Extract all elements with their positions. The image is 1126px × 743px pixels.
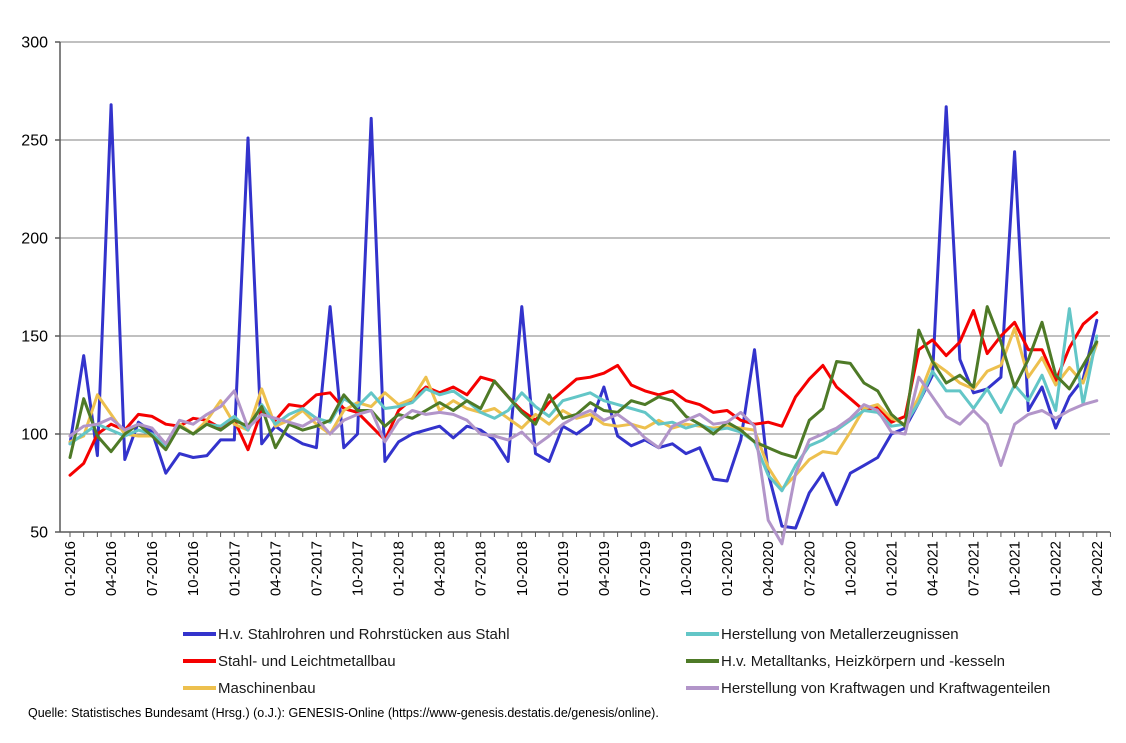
legend-label: Herstellung von Metallerzeugnissen: [721, 625, 959, 643]
x-tick-label: 01-2018: [391, 541, 408, 596]
legend-label: Stahl- und Leichtmetallbau: [218, 652, 396, 670]
x-tick-label: 10-2017: [349, 541, 366, 596]
x-tick-label: 07-2020: [801, 541, 818, 596]
x-tick-label: 07-2016: [144, 541, 161, 596]
legend-item-metalltanks: H.v. Metalltanks, Heizkörpern und -kesse…: [686, 651, 1050, 671]
legend-label: H.v. Metalltanks, Heizkörpern und -kesse…: [721, 652, 1006, 670]
series-swatch: [183, 659, 216, 663]
series-line-1: [68, 309, 1099, 477]
line-chart: 300 250 200 150 100 50 01-2016 04-2016 07-2016 10…: [21, 35, 1111, 596]
x-tick-label: 07-2019: [637, 541, 654, 596]
x-tick-label: 10-2020: [842, 541, 859, 596]
legend-label: Maschinenbau: [218, 679, 316, 697]
x-tick-label: 10-2021: [1007, 541, 1024, 596]
series-swatch: [686, 659, 719, 663]
x-tick-label: 04-2016: [103, 541, 120, 596]
x-tick-label: 07-2021: [966, 541, 983, 596]
y-tick-label: 150: [21, 329, 48, 346]
x-tick-label: 01-2021: [883, 541, 900, 596]
y-tick-label: 50: [30, 525, 48, 542]
x-tick-label: 07-2017: [308, 541, 325, 596]
legend-item-leichtmetallbau: Stahl- und Leichtmetallbau: [183, 651, 510, 671]
series-swatch: [183, 632, 216, 636]
legend-item-metallerzeugnisse: Herstellung von Metallerzeugnissen: [686, 624, 1050, 644]
x-tick-label: 04-2020: [760, 541, 777, 596]
legend-column-right: Herstellung von Metallerzeugnissen H.v. …: [686, 624, 1050, 698]
series-swatch: [686, 632, 719, 636]
x-tick-label: 04-2017: [267, 541, 284, 596]
legend-item-kraftwagen: Herstellung von Kraftwagen und Kraftwage…: [686, 678, 1050, 698]
legend-label: H.v. Stahlrohren und Rohrstücken aus Sta…: [218, 625, 510, 643]
legend-label: Herstellung von Kraftwagen und Kraftwage…: [721, 679, 1051, 697]
x-tick-label: 10-2016: [185, 541, 202, 596]
x-tick-label: 04-2019: [596, 541, 613, 596]
series-swatch: [183, 686, 216, 690]
x-tick-label: 04-2018: [432, 541, 449, 596]
series-line-4: [68, 305, 1099, 459]
x-tick-label: 01-2022: [1048, 541, 1065, 596]
x-tick-label: 01-2019: [555, 541, 572, 596]
series-swatch: [686, 686, 719, 690]
y-tick-label: 100: [21, 427, 48, 444]
x-tick-label: 10-2018: [514, 541, 531, 596]
series-line-2: [68, 326, 1099, 491]
x-tick-label: 04-2022: [1089, 541, 1106, 596]
x-tick-label: 01-2016: [62, 541, 79, 596]
legend-item-maschinenbau: Maschinenbau: [183, 678, 510, 698]
x-tick-label: 10-2019: [678, 541, 695, 596]
source-note: Quelle: Statistisches Bundesamt (Hrsg.) …: [28, 706, 659, 720]
x-tick-label: 04-2021: [924, 541, 941, 596]
x-tick-label: 01-2020: [719, 541, 736, 596]
legend-item-stahlrohren: H.v. Stahlrohren und Rohrstücken aus Sta…: [183, 624, 510, 644]
legend-column-left: H.v. Stahlrohren und Rohrstücken aus Sta…: [183, 624, 510, 698]
series-line-5: [68, 375, 1099, 546]
y-tick-label: 300: [21, 35, 48, 52]
y-tick-label: 200: [21, 231, 48, 248]
series-line-0: [68, 103, 1099, 530]
x-tick-label: 07-2018: [473, 541, 490, 596]
x-tick-label: 01-2017: [226, 541, 243, 596]
y-tick-label: 250: [21, 133, 48, 150]
